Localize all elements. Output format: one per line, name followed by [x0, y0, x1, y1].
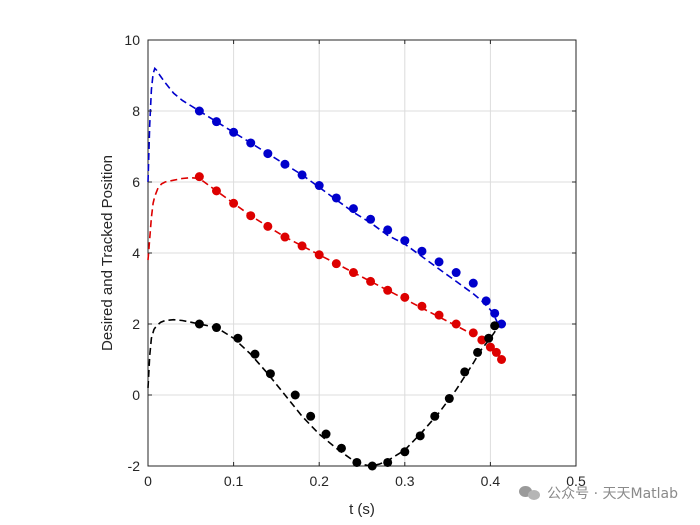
y-tick-label: 10 [124, 32, 140, 48]
data-point [194, 106, 204, 116]
data-point [348, 268, 358, 278]
data-point [246, 211, 256, 221]
series-line [147, 318, 500, 467]
data-point [211, 117, 221, 127]
series-layer [147, 66, 507, 471]
data-point [468, 328, 478, 338]
x-tick-label: 0.5 [566, 473, 586, 489]
series-0 [147, 66, 507, 329]
data-point [417, 301, 427, 311]
data-point [314, 250, 324, 260]
data-point [348, 204, 358, 214]
data-point [297, 170, 307, 180]
watermark: 公众号 · 天天Matlab [519, 483, 678, 503]
data-point [383, 285, 393, 295]
y-tick-label: 0 [132, 387, 140, 403]
y-axis-label: Desired and Tracked Position [99, 155, 116, 351]
series-1 [147, 172, 507, 364]
data-point [484, 333, 494, 343]
data-point [321, 429, 331, 439]
data-point [366, 276, 376, 286]
wechat-icon [519, 484, 541, 502]
data-point [314, 181, 324, 191]
data-point [400, 236, 410, 246]
data-point [336, 443, 346, 453]
data-point [367, 461, 377, 471]
data-point [211, 186, 221, 196]
data-point [352, 457, 362, 467]
x-tick-label: 0.1 [224, 473, 244, 489]
data-point [473, 347, 483, 357]
x-axis-label: t (s) [349, 501, 375, 518]
y-tick-label: 8 [132, 103, 140, 119]
data-point [331, 259, 341, 269]
data-point [265, 369, 275, 379]
x-tick-label: 0.3 [395, 473, 415, 489]
y-tick-label: -2 [128, 458, 141, 474]
data-point [444, 394, 454, 404]
data-point [497, 355, 507, 364]
data-point [383, 225, 393, 235]
data-point [491, 347, 501, 357]
data-point [297, 241, 307, 251]
data-point [400, 447, 410, 457]
data-point [490, 308, 500, 318]
data-point [280, 159, 290, 169]
watermark-text: 公众号 · 天天Matlab [547, 486, 678, 502]
data-point [233, 333, 243, 343]
data-point [490, 321, 500, 331]
data-point [194, 319, 204, 329]
data-point [331, 193, 341, 203]
x-tick-label: 0.2 [309, 473, 329, 489]
y-tick-label: 2 [132, 316, 140, 332]
data-point [263, 149, 273, 159]
x-tick-label: 0.4 [481, 473, 501, 489]
data-point [451, 268, 461, 278]
data-point [451, 319, 461, 329]
data-point [460, 367, 470, 377]
data-point [229, 198, 239, 208]
data-point [306, 411, 316, 421]
x-tick-label: 0 [144, 473, 152, 489]
data-point [383, 457, 393, 467]
data-point [211, 323, 221, 333]
data-point [430, 411, 440, 421]
data-point [280, 232, 290, 242]
data-point [229, 127, 239, 137]
series-line [147, 176, 504, 361]
data-point [477, 335, 487, 345]
data-point [417, 246, 427, 256]
data-point [290, 390, 300, 400]
series-2 [147, 318, 500, 471]
y-tick-label: 4 [132, 245, 140, 261]
data-point [481, 296, 491, 306]
data-point [434, 310, 444, 320]
data-point [250, 349, 260, 359]
data-point [366, 214, 376, 224]
data-point [400, 292, 410, 302]
data-point [263, 221, 273, 231]
data-point [194, 172, 204, 182]
data-point [485, 342, 495, 352]
data-point [434, 257, 444, 267]
grid-layer [147, 39, 577, 467]
data-point [468, 278, 478, 288]
data-point [246, 138, 256, 148]
y-tick-label: 6 [132, 174, 140, 190]
data-point [415, 431, 425, 441]
